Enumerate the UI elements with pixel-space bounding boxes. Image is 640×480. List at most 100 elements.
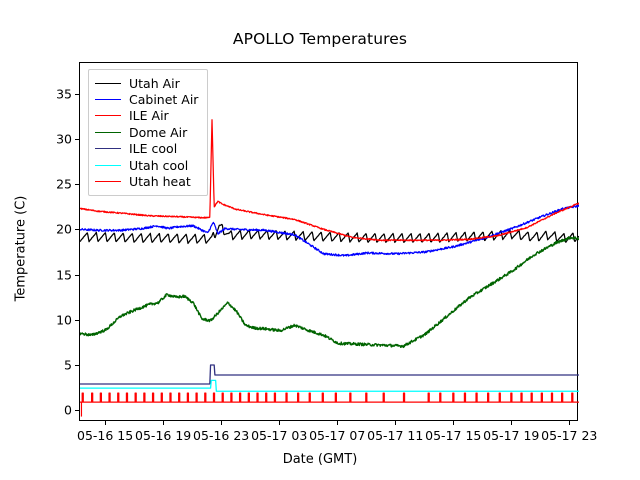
series-line	[540, 392, 543, 403]
series-line	[230, 392, 233, 403]
series-line	[365, 392, 368, 403]
y-tick-mark	[75, 138, 79, 140]
legend-line-icon	[95, 131, 121, 133]
legend-item-label: Dome Air	[129, 124, 188, 140]
legend-line-icon	[95, 115, 121, 117]
series-line	[186, 392, 190, 403]
series-line	[402, 392, 406, 403]
x-tick-label: 05-17 19	[483, 428, 540, 443]
legend-item[interactable]: Utah heat	[95, 173, 198, 189]
y-tick-label: 15	[56, 267, 72, 282]
series-line	[427, 392, 430, 403]
series-line	[571, 392, 574, 403]
plot-area: Utah Air Cabinet Air ILE Air Dome Air ILE co…	[79, 62, 579, 421]
series-line	[308, 392, 311, 403]
series-line	[80, 364, 579, 385]
legend-item[interactable]: Dome Air	[95, 124, 198, 140]
series-line	[117, 392, 120, 403]
legend-line-icon	[95, 181, 121, 183]
series-line	[99, 392, 103, 403]
series-line	[285, 392, 288, 403]
series-line	[349, 392, 352, 403]
legend-item-label: ILE Air	[129, 108, 169, 124]
legend-line-icon	[95, 82, 121, 84]
legend-item-label: Cabinet Air	[129, 92, 199, 108]
series-line	[520, 392, 523, 403]
series-line	[108, 392, 111, 403]
x-tick-label: 05-17 07	[309, 428, 366, 443]
y-tick-label: 10	[56, 312, 72, 328]
y-tick-mark	[75, 93, 79, 95]
legend-item[interactable]: Utah cool	[95, 157, 198, 173]
series-line	[80, 379, 579, 392]
y-tick-mark	[75, 184, 79, 186]
series-line	[530, 392, 533, 403]
series-line	[296, 392, 300, 403]
series-canvas	[80, 119, 579, 417]
x-tick-mark	[569, 421, 571, 425]
legend-item[interactable]: ILE Air	[95, 108, 198, 124]
series-line	[550, 392, 554, 403]
series-line	[134, 392, 137, 403]
x-tick-label: 05-17 15	[425, 428, 482, 443]
y-tick-label: 5	[64, 357, 72, 373]
series-line	[334, 392, 338, 403]
y-axis-label: Temperature (C)	[13, 195, 29, 302]
x-tick-label: 05-16 19	[135, 428, 192, 443]
series-line	[125, 392, 129, 403]
legend-item[interactable]: ILE cool	[95, 141, 198, 157]
y-tick-mark	[75, 274, 79, 276]
y-tick-mark	[75, 229, 79, 231]
series-line	[80, 223, 579, 245]
x-tick-mark	[395, 421, 397, 425]
series-line	[169, 392, 172, 403]
legend-item-label: Utah heat	[129, 174, 191, 190]
page-title: APOLLO Temperatures	[232, 30, 408, 48]
x-tick-label: 05-17 03	[251, 428, 308, 443]
series-line	[91, 392, 94, 403]
series-line	[221, 392, 224, 403]
series-line	[475, 392, 478, 403]
legend-item[interactable]: Utah Air	[95, 75, 198, 91]
series-line	[80, 119, 579, 242]
y-tick-label: 25	[56, 176, 72, 192]
legend-item-label: Utah cool	[129, 157, 189, 173]
series-line	[238, 392, 242, 403]
legend-item-label: Utah Air	[129, 75, 180, 91]
series-line	[498, 392, 501, 403]
series-line	[265, 392, 268, 403]
legend-item[interactable]: Cabinet Air	[95, 91, 198, 107]
y-tick-mark	[75, 319, 79, 321]
y-tick-label: 35	[56, 86, 72, 102]
series-line	[195, 392, 198, 403]
series-line	[510, 392, 513, 403]
y-tick-mark	[75, 410, 79, 412]
series-line	[204, 392, 207, 403]
x-tick-mark	[511, 421, 513, 425]
y-tick-mark	[75, 364, 79, 366]
y-tick-label: 20	[56, 221, 72, 237]
series-line	[80, 236, 579, 349]
x-tick-mark	[337, 421, 339, 425]
series-line	[80, 204, 579, 257]
legend-line-icon	[95, 148, 121, 150]
legend: Utah Air Cabinet Air ILE Air Dome Air ILE co…	[88, 69, 209, 196]
x-tick-label: 05-16 23	[193, 428, 250, 443]
legend-item-label: ILE cool	[129, 141, 178, 157]
series-line	[81, 392, 84, 403]
x-tick-mark	[105, 421, 107, 425]
series-line	[560, 392, 564, 403]
x-tick-label: 05-16 15	[77, 428, 134, 443]
legend-line-icon	[95, 164, 121, 166]
series-line	[382, 392, 385, 403]
x-axis-label: Date (GMT)	[282, 452, 358, 467]
series-line	[160, 392, 163, 403]
legend-line-icon	[95, 99, 121, 101]
x-tick-mark	[279, 421, 281, 425]
series-line	[151, 392, 155, 403]
series-line	[143, 392, 146, 403]
x-tick-label: 05-17 23	[541, 428, 598, 443]
x-tick-label: 05-17 11	[367, 428, 424, 443]
x-tick-mark	[221, 421, 223, 425]
series-line	[321, 392, 324, 403]
